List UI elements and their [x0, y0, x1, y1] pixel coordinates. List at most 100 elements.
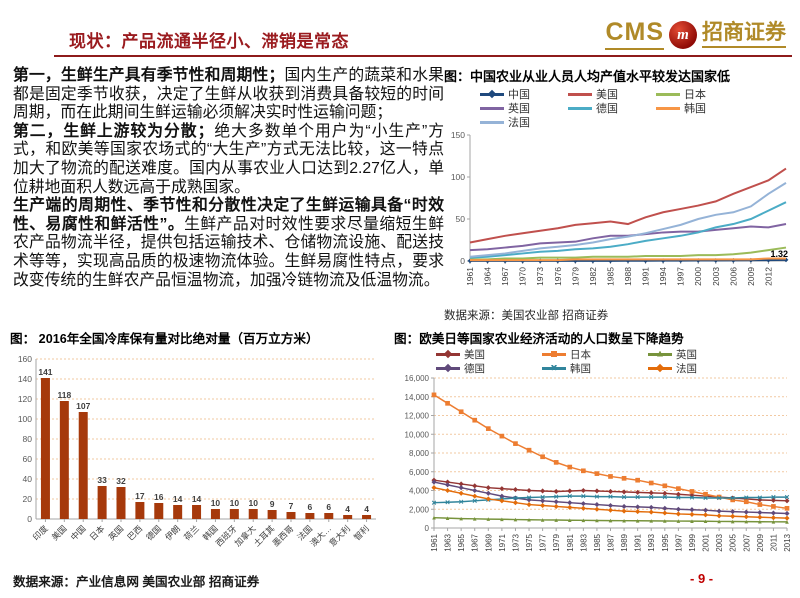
svg-text:伊朗: 伊朗	[163, 523, 182, 542]
svg-text:2005: 2005	[729, 533, 738, 551]
legend-item: 韩国	[542, 361, 648, 375]
legend-swatch	[480, 89, 504, 98]
chart-cold-storage-svg: 020406080100120140160141印度118美国107中国33日本…	[18, 354, 376, 548]
svg-text:2013: 2013	[783, 533, 792, 551]
svg-text:4,000: 4,000	[409, 487, 430, 496]
legend-label: 德国	[464, 362, 485, 375]
legend-item: 英国	[648, 347, 754, 361]
legend-label: 日本	[570, 348, 591, 361]
svg-text:1979: 1979	[552, 533, 561, 551]
svg-text:1997: 1997	[676, 267, 686, 286]
svg-text:0: 0	[425, 524, 430, 533]
legend-swatch	[542, 364, 566, 371]
svg-text:1988: 1988	[623, 267, 633, 286]
page-title: 现状：产品流通半径小、滞销是常态	[69, 32, 349, 51]
svg-text:33: 33	[97, 475, 107, 485]
svg-text:120: 120	[18, 394, 32, 404]
legend-item: 法国	[648, 361, 754, 375]
svg-text:1963: 1963	[444, 533, 453, 551]
legend-item: 日本	[656, 87, 744, 101]
legend-label: 美国	[596, 89, 618, 101]
svg-text:日本: 日本	[87, 523, 106, 542]
svg-text:1973: 1973	[535, 267, 545, 286]
svg-text:2012: 2012	[763, 267, 773, 286]
chart-per-capita-legend: 中国 美国 日本 英国 德国 韩国 法国	[480, 87, 780, 129]
legend-swatch	[648, 363, 672, 372]
svg-text:1976: 1976	[553, 267, 563, 286]
svg-text:4: 4	[364, 504, 369, 514]
svg-text:14: 14	[173, 494, 183, 504]
svg-text:2006: 2006	[728, 267, 738, 286]
svg-text:60: 60	[23, 454, 33, 464]
svg-text:1964: 1964	[483, 267, 493, 286]
svg-text:2001: 2001	[702, 533, 711, 551]
svg-text:140: 140	[18, 374, 32, 384]
svg-text:1973: 1973	[511, 533, 520, 551]
svg-text:美国: 美国	[50, 523, 69, 542]
svg-text:150: 150	[451, 130, 465, 140]
legend-item: 英国	[480, 101, 568, 115]
chart-per-capita-title: 图：中国农业从业人员人均产值水平较发达国家低	[444, 69, 731, 84]
svg-text:德国: 德国	[144, 523, 163, 542]
svg-text:1985: 1985	[593, 533, 602, 551]
svg-text:20: 20	[23, 494, 33, 504]
svg-text:16,000: 16,000	[405, 375, 430, 383]
svg-text:17: 17	[135, 491, 145, 501]
legend-item: 德国	[568, 101, 656, 115]
svg-text:中国: 中国	[69, 523, 88, 542]
legend-swatch	[648, 350, 672, 357]
svg-text:50: 50	[456, 214, 466, 224]
svg-text:100: 100	[451, 172, 465, 182]
legend-item: 美国	[568, 87, 656, 101]
chart-agri-population-svg: 0 2,000 4,000 6,000 8,000 10,000 12,000 14,000 1…	[405, 374, 792, 552]
chart-cold-storage-title: 图： 2016年全国冷库保有量对比绝对量（百万立方米）	[10, 332, 319, 346]
svg-text:智利: 智利	[352, 523, 371, 542]
footer-source: 数据来源：产业信息网 美国农业部 招商证券	[13, 575, 260, 589]
legend-label: 中国	[508, 89, 530, 101]
svg-text:2009: 2009	[746, 267, 756, 286]
svg-text:1995: 1995	[661, 533, 670, 551]
legend-swatch	[542, 350, 566, 357]
chart-per-capita-svg: 0 50 100 150 1961 1964 1967 1970 1973 1976 1979 198…	[451, 130, 789, 286]
svg-text:荷兰: 荷兰	[182, 523, 201, 542]
svg-text:英国: 英国	[106, 523, 125, 542]
legend-label: 日本	[684, 89, 706, 101]
svg-text:意大利: 意大利	[327, 523, 352, 548]
svg-text:2003: 2003	[711, 267, 721, 286]
page-number: - 9 -	[690, 571, 714, 586]
svg-text:1977: 1977	[539, 533, 548, 551]
svg-text:6,000: 6,000	[409, 468, 430, 477]
svg-text:100: 100	[18, 414, 32, 424]
svg-text:10: 10	[230, 498, 240, 508]
svg-text:1965: 1965	[457, 533, 466, 551]
svg-text:2007: 2007	[742, 533, 751, 551]
chart-per-capita-source: 数据来源：美国农业部 招商证券	[444, 310, 609, 322]
chart-cold-storage: 图： 2016年全国冷库保有量对比绝对量（百万立方米） 0 20 40 60 80 100…	[10, 328, 394, 574]
svg-text:2000: 2000	[693, 267, 703, 286]
svg-text:1982: 1982	[588, 267, 598, 286]
svg-text:1970: 1970	[518, 267, 528, 286]
svg-text:9: 9	[270, 499, 275, 509]
legend-item: 韩国	[656, 101, 744, 115]
svg-text:141: 141	[38, 367, 52, 377]
legend-item: 美国	[436, 347, 542, 361]
legend-swatch	[480, 120, 504, 124]
svg-text:6: 6	[326, 502, 331, 512]
legend-label: 英国	[676, 348, 697, 361]
svg-text:巴西: 巴西	[125, 523, 144, 542]
svg-text:1969: 1969	[484, 533, 493, 551]
legend-swatch	[436, 349, 460, 358]
svg-text:160: 160	[18, 354, 32, 364]
svg-text:1985: 1985	[605, 267, 615, 286]
svg-text:2009: 2009	[756, 533, 765, 551]
legend-item: 中国	[480, 87, 568, 101]
svg-text:10: 10	[248, 498, 258, 508]
legend-swatch	[568, 92, 592, 96]
svg-text:1997: 1997	[674, 533, 683, 551]
svg-text:1994: 1994	[658, 267, 668, 286]
svg-text:1967: 1967	[471, 533, 480, 551]
legend-label: 英国	[508, 103, 530, 115]
svg-text:6: 6	[308, 502, 313, 512]
svg-text:1999: 1999	[688, 533, 697, 551]
svg-text:2,000: 2,000	[409, 505, 430, 514]
